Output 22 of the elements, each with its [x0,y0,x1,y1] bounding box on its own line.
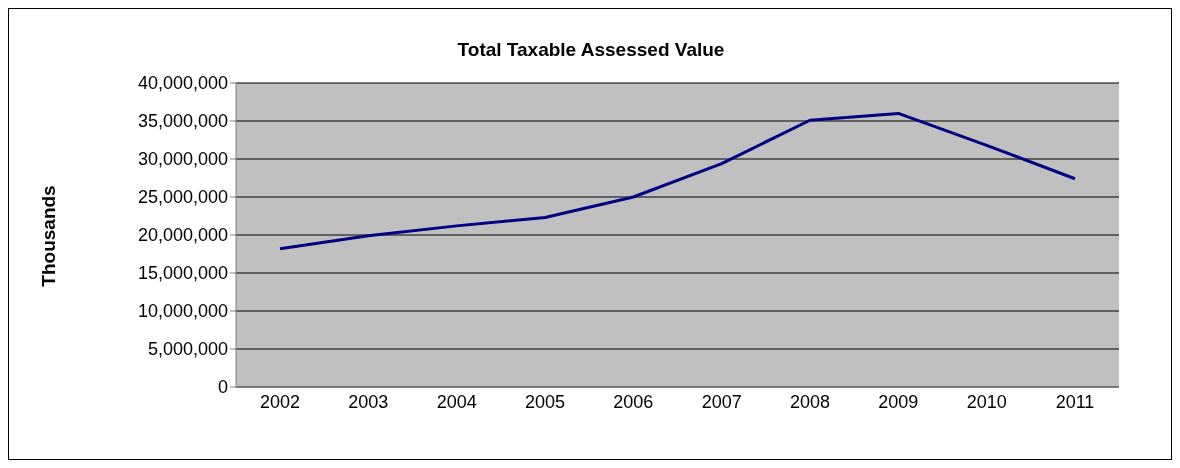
chart-title: Total Taxable Assessed Value [456,39,726,61]
x-tick-label: 2007 [701,391,742,412]
y-tick-label: 20,000,000 [137,225,228,246]
x-tick-label: 2002 [259,391,301,412]
x-tick-label: 2010 [966,391,1007,412]
y-tick-label: 0 [217,377,228,398]
y-tick-label: 40,000,000 [137,73,228,94]
y-axis-title: Thousands [38,185,60,287]
x-tick-label: 2009 [878,391,919,412]
x-tick-label: 2003 [348,391,389,412]
line-series [278,111,1077,251]
x-tick-label: 2006 [613,391,654,412]
x-tick-label: 2008 [789,391,831,412]
y-tick-label: 25,000,000 [137,187,228,208]
x-tick-label: 2005 [524,391,566,412]
y-tick-label: 5,000,000 [147,339,228,360]
y-tick-label: 15,000,000 [137,263,228,284]
x-tick-label: 2004 [436,391,477,412]
y-tick-label: 30,000,000 [137,149,228,170]
y-tick-label: 35,000,000 [137,111,228,132]
y-tick-label: 10,000,000 [137,301,228,322]
x-tick-label: 2011 [1055,391,1095,412]
